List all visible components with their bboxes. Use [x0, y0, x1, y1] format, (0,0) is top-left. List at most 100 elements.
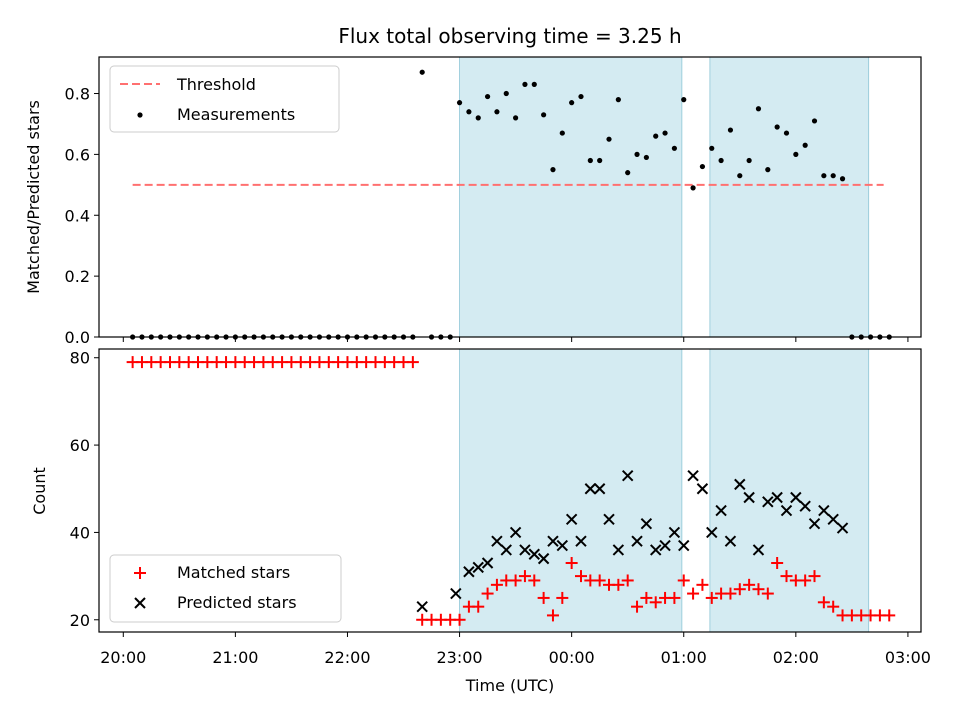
x-stroke-b	[752, 544, 765, 556]
y-tick-label: 20	[70, 611, 90, 630]
measurement-point	[503, 90, 509, 97]
predicted-star-point	[631, 535, 643, 547]
top-legend: Threshold Measurements	[109, 65, 340, 133]
matched-star-point	[490, 578, 503, 591]
predicted-star-point	[603, 513, 615, 526]
matched-star-point	[771, 556, 784, 569]
x-tick-label: 01:00	[661, 648, 707, 667]
y-tick-label: 0.0	[65, 328, 90, 347]
measurement-point	[662, 130, 668, 136]
predicted-star-point	[743, 491, 755, 504]
predicted-star-point	[668, 526, 681, 539]
predicted-stars-points	[416, 469, 849, 613]
measurement-point	[606, 136, 612, 142]
matched-star-point	[406, 356, 419, 369]
measurement-point	[419, 69, 425, 75]
measurement-point	[531, 81, 537, 87]
bottom-legend: Matched stars Predicted stars	[109, 554, 342, 623]
predicted-star-point	[547, 535, 559, 547]
x-tick-label: 20:00	[100, 648, 146, 667]
x-stroke-b	[556, 539, 569, 552]
matched-star-point	[808, 570, 821, 583]
matched-star-point	[631, 600, 644, 613]
predicted-star-point	[416, 600, 428, 613]
measurement-point	[615, 97, 621, 103]
matched-star-point	[518, 570, 531, 583]
measurement-point	[802, 142, 808, 148]
x-stroke-b	[612, 544, 625, 556]
top-axes-frame	[98, 56, 922, 338]
x-stroke-b	[528, 548, 540, 560]
x-stroke-b	[836, 522, 849, 534]
x-stroke-b	[631, 535, 643, 547]
shaded-interval	[709, 56, 870, 338]
matched-star-point	[621, 574, 634, 587]
measurement-point	[569, 100, 575, 106]
x-stroke-b	[509, 526, 522, 539]
matched-star-point	[687, 587, 700, 600]
matched-star-point	[537, 591, 550, 604]
predicted-star-point	[724, 535, 737, 547]
matched-star-point	[565, 556, 578, 569]
measurement-point	[811, 118, 818, 124]
x-stroke-b	[762, 496, 774, 508]
shaded-interval	[709, 348, 870, 633]
x-axis-label: Time (UTC)	[465, 676, 554, 695]
x-stroke-b	[584, 483, 597, 495]
measurement-point	[755, 106, 762, 112]
x-stroke-b	[724, 535, 737, 547]
predicted-star-point	[500, 544, 512, 556]
x-stroke-b	[799, 500, 811, 512]
y-tick-label: 0.6	[65, 145, 90, 164]
x-stroke-b	[416, 600, 428, 613]
bottom-legend-box	[109, 554, 342, 623]
matched-legend-swatch	[134, 567, 146, 579]
predicted-star-point	[836, 522, 849, 534]
y-tick-label: 0.8	[65, 85, 90, 104]
predicted-star-point	[556, 539, 569, 552]
matched-star-point	[883, 609, 896, 622]
predicted-star-point	[621, 469, 634, 482]
x-stroke-b	[547, 535, 559, 547]
measurement-point	[821, 173, 827, 179]
bottom-axes-frame	[98, 348, 922, 633]
matched-star-point	[453, 613, 466, 626]
measurements-legend-swatch	[137, 112, 143, 118]
top-legend-box	[109, 65, 340, 133]
matched-star-point	[733, 583, 746, 596]
x-tick-label: 03:00	[885, 648, 931, 667]
matched-star-point	[827, 600, 840, 613]
predicted-star-point	[537, 552, 550, 565]
bottom-shaded-intervals	[459, 348, 870, 633]
predicted-star-point	[491, 535, 503, 547]
measurement-point	[793, 151, 799, 157]
x-tick-label: 22:00	[324, 648, 370, 667]
bottom-y-axis-label: Count	[30, 467, 49, 515]
predicted-star-point	[827, 513, 839, 526]
measurement-point	[466, 109, 472, 115]
matched-star-point	[705, 591, 718, 604]
matched-legend-label: Matched stars	[177, 563, 290, 582]
x-tick-label: 02:00	[773, 648, 819, 667]
predicted-star-point	[818, 504, 830, 517]
x-stroke-b	[780, 504, 793, 517]
predicted-star-point	[780, 504, 793, 517]
predicted-star-point	[678, 539, 690, 552]
predicted-star-point	[593, 483, 606, 495]
measurement-point	[699, 163, 706, 170]
x-stroke-b	[678, 539, 690, 552]
predicted-star-point	[481, 557, 494, 569]
predicted-legend-swatch	[134, 597, 146, 609]
matched-star-point	[668, 591, 681, 604]
x-stroke-b	[808, 517, 821, 530]
x-stroke-b	[500, 544, 512, 556]
matched-star-point	[574, 570, 587, 583]
x-stroke-b	[827, 513, 839, 526]
matched-star-point	[780, 570, 793, 583]
matched-star-point	[640, 591, 653, 604]
predicted-star-point	[509, 526, 522, 539]
predicted-star-point	[762, 496, 774, 508]
x-stroke-b	[463, 566, 475, 578]
predicted-star-point	[575, 535, 587, 547]
measurement-point	[839, 176, 846, 182]
